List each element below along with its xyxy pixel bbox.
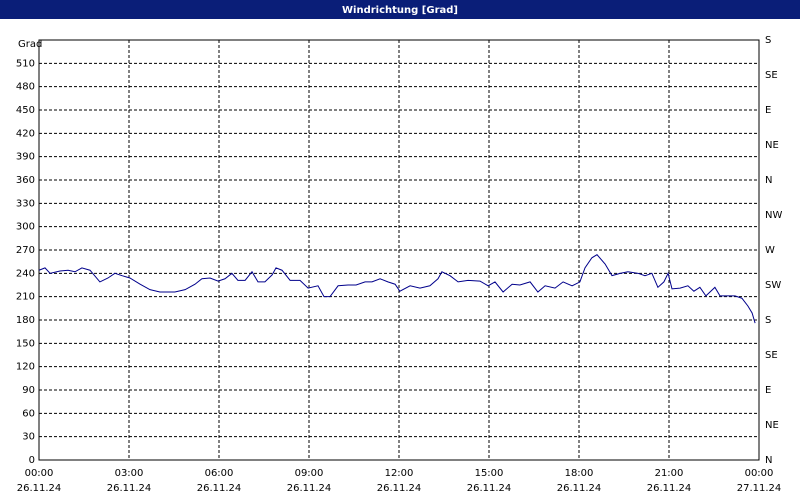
y2-tick-label: S — [765, 315, 771, 326]
x-tick-date: 26.11.24 — [377, 483, 422, 494]
x-tick-label: 18:00 — [565, 468, 594, 479]
chart-title: Windrichtung [Grad] — [342, 5, 458, 16]
x-tick-date: 26.11.24 — [107, 483, 152, 494]
y-tick-label: 300 — [16, 222, 35, 233]
x-tick-label: 00:00 — [25, 468, 54, 479]
y-tick-label: 60 — [22, 408, 35, 419]
y-tick-label: 330 — [16, 198, 35, 209]
y2-tick-label: N — [765, 455, 772, 466]
y2-tick-label: S — [765, 35, 771, 46]
x-tick-label: 21:00 — [655, 468, 684, 479]
y-tick-label: 90 — [22, 385, 35, 396]
x-tick-label: 06:00 — [205, 468, 234, 479]
x-tick-date: 26.11.24 — [557, 483, 602, 494]
x-tick-date: 26.11.24 — [287, 483, 332, 494]
y-tick-label: 240 — [16, 268, 35, 279]
y-tick-label: 480 — [16, 82, 35, 93]
y2-tick-label: E — [765, 105, 771, 116]
x-tick-date: 26.11.24 — [647, 483, 692, 494]
x-tick-label: 15:00 — [475, 468, 504, 479]
data-line — [38, 254, 756, 324]
y-tick-label: 270 — [16, 245, 35, 256]
y2-tick-label: NE — [765, 420, 779, 431]
x-tick-date: 26.11.24 — [467, 483, 512, 494]
y2-tick-label: E — [765, 385, 771, 396]
y2-tick-label: N — [765, 175, 772, 186]
y-tick-label: 450 — [16, 105, 35, 116]
y2-tick-label: SE — [765, 70, 778, 81]
title-bar — [0, 0, 800, 19]
y-tick-label: 150 — [16, 338, 35, 349]
y-tick-label: 0 — [29, 455, 35, 466]
y-tick-label: 510 — [16, 58, 35, 69]
y-tick-label: 420 — [16, 128, 35, 139]
x-tick-date: 26.11.24 — [197, 483, 242, 494]
x-tick-label: 03:00 — [115, 468, 144, 479]
y2-tick-label: SW — [765, 280, 781, 291]
y-tick-label: 360 — [16, 175, 35, 186]
x-tick-label: 12:00 — [385, 468, 414, 479]
y-tick-label: 390 — [16, 152, 35, 163]
y-tick-label: 30 — [22, 432, 35, 443]
y-axis-label: Grad — [18, 39, 42, 50]
y-tick-label: 210 — [16, 292, 35, 303]
y-tick-label: 120 — [16, 362, 35, 373]
y2-tick-label: W — [765, 245, 775, 256]
y-tick-label: 180 — [16, 315, 35, 326]
y2-tick-label: NE — [765, 140, 779, 151]
x-tick-date: 26.11.24 — [17, 483, 62, 494]
y2-tick-label: NW — [765, 210, 782, 221]
x-tick-label: 00:00 — [745, 468, 774, 479]
x-tick-label: 09:00 — [295, 468, 324, 479]
y2-tick-label: SE — [765, 350, 778, 361]
x-tick-date: 27.11.24 — [737, 483, 782, 494]
